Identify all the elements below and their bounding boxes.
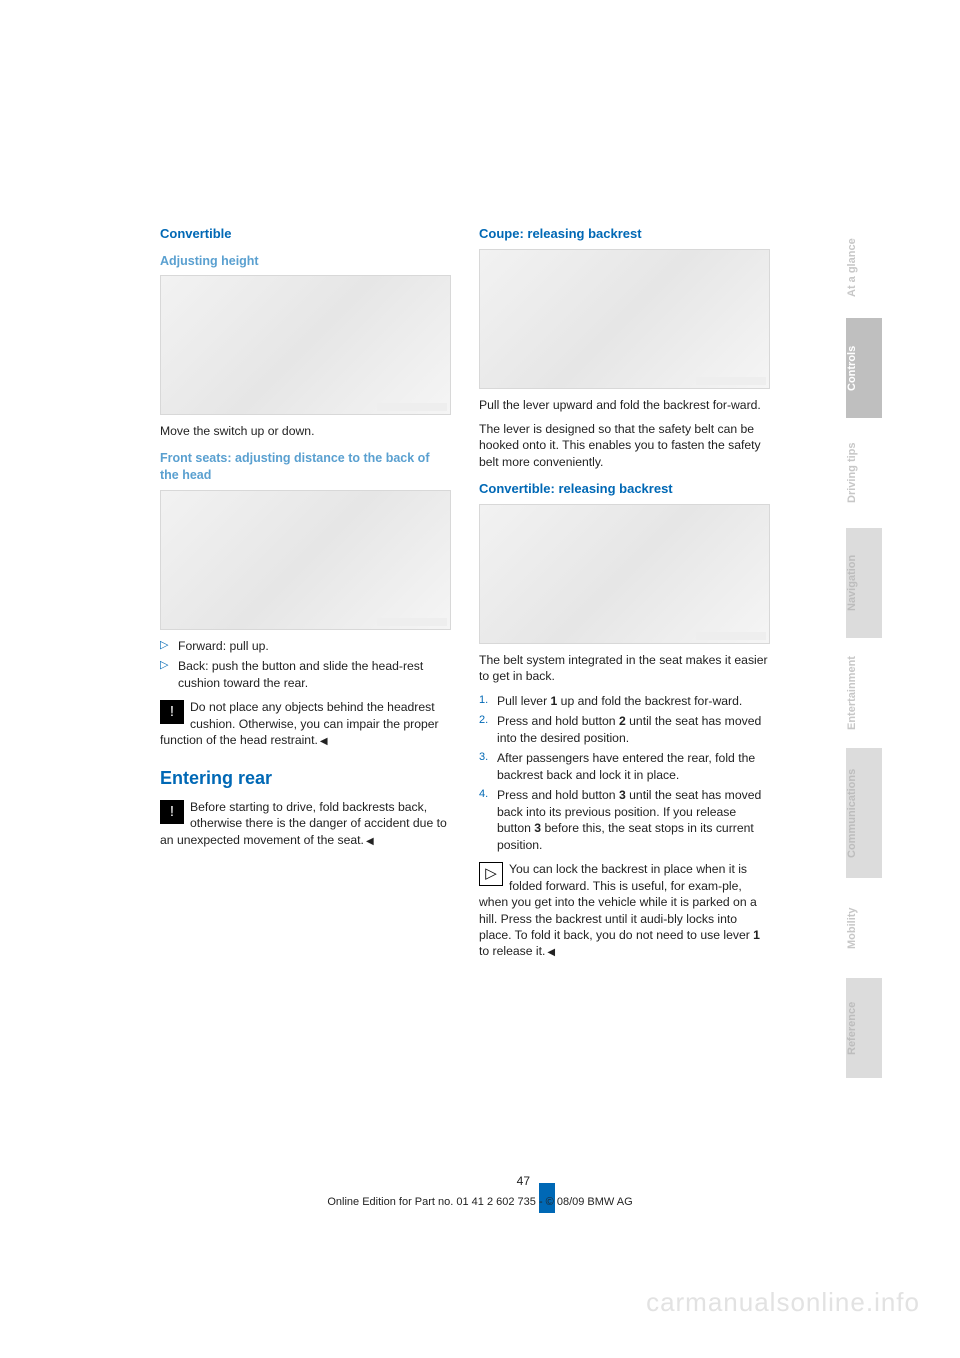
tab-mobility[interactable]: Mobility [846, 878, 882, 978]
warning-box: ! Before starting to drive, fold backres… [160, 799, 451, 848]
t: Pull lever [497, 694, 551, 708]
text-belt-system: The belt system integrated in the seat m… [479, 652, 770, 685]
warning-icon: ! [160, 800, 184, 824]
text-move-switch: Move the switch up or down. [160, 423, 451, 439]
figure-coupe-backrest [479, 249, 770, 389]
list-number: 4. [479, 787, 497, 853]
list-number: 1. [479, 693, 497, 709]
tab-controls[interactable]: Controls [846, 318, 882, 418]
list-item-label: Pull lever 1 up and fold the backrest fo… [497, 693, 770, 709]
side-tabs: At a glance Controls Driving tips Naviga… [846, 218, 882, 1078]
list-item-label: After passengers have entered the rear, … [497, 750, 770, 783]
list-item-label: Press and hold button 2 until the seat h… [497, 713, 770, 746]
right-column: Coupe: releasing backrest Pull the lever… [479, 225, 770, 968]
t: Press and hold button [497, 788, 619, 802]
list-item-label: Back: push the button and slide the head… [178, 658, 451, 691]
tab-communications[interactable]: Communications [846, 748, 882, 878]
left-column: Convertible Adjusting height Move the sw… [160, 225, 451, 968]
text-pull-lever: Pull the lever upward and fold the backr… [479, 397, 770, 413]
tab-driving-tips[interactable]: Driving tips [846, 418, 882, 528]
figure-seat-switch [160, 275, 451, 415]
tab-reference[interactable]: Reference [846, 978, 882, 1078]
content-columns: Convertible Adjusting height Move the sw… [160, 225, 770, 968]
bold-number: 3 [619, 788, 626, 802]
list-number: 2. [479, 713, 497, 746]
figure-convertible-backrest [479, 504, 770, 644]
tab-entertainment[interactable]: Entertainment [846, 638, 882, 748]
tab-navigation[interactable]: Navigation [846, 528, 882, 638]
heading-convertible-releasing: Convertible: releasing backrest [479, 480, 770, 498]
list-item: Back: push the button and slide the head… [160, 658, 451, 691]
bold-number: 1 [753, 928, 760, 942]
warning-icon: ! [160, 700, 184, 724]
t: to release it. [479, 944, 555, 958]
heading-adjusting-height: Adjusting height [160, 253, 451, 270]
triangle-icon [160, 638, 178, 654]
heading-entering-rear: Entering rear [160, 766, 451, 790]
triangle-icon [160, 658, 178, 691]
figure-headrest [160, 490, 451, 630]
list-item: 3. After passengers have entered the rea… [479, 750, 770, 783]
list-item-label: Forward: pull up. [178, 638, 451, 654]
list-item: 1. Pull lever 1 up and fold the backrest… [479, 693, 770, 709]
tab-at-a-glance[interactable]: At a glance [846, 218, 882, 318]
warning-box: ! Do not place any objects behind the he… [160, 699, 451, 748]
bullet-list: Forward: pull up. Back: push the button … [160, 638, 451, 691]
t: You can lock the backrest in place when … [479, 862, 757, 942]
list-item: Forward: pull up. [160, 638, 451, 654]
warning-text: Do not place any objects behind the head… [160, 700, 439, 747]
ordered-list: 1. Pull lever 1 up and fold the backrest… [479, 693, 770, 853]
list-item-label: Press and hold button 3 until the seat h… [497, 787, 770, 853]
bold-number: 2 [619, 714, 626, 728]
warning-text: Before starting to drive, fold backrests… [160, 800, 447, 847]
list-number: 3. [479, 750, 497, 783]
t: Press and hold button [497, 714, 619, 728]
footer-line: Online Edition for Part no. 01 41 2 602 … [0, 1196, 960, 1208]
heading-convertible: Convertible [160, 225, 451, 243]
heading-front-seats-distance: Front seats: adjusting distance to the b… [160, 450, 451, 484]
heading-coupe-releasing: Coupe: releasing backrest [479, 225, 770, 243]
page-number: 47 [517, 1174, 530, 1188]
watermark: carmanualsonline.info [646, 1287, 920, 1318]
tip-text: You can lock the backrest in place when … [479, 862, 760, 958]
tip-box: ▷ You can lock the backrest in place whe… [479, 861, 770, 960]
text-lever-design: The lever is designed so that the safety… [479, 421, 770, 470]
t: up and fold the backrest for-ward. [557, 694, 742, 708]
list-item: 2. Press and hold button 2 until the sea… [479, 713, 770, 746]
page: Convertible Adjusting height Move the sw… [0, 0, 960, 1358]
list-item: 4. Press and hold button 3 until the sea… [479, 787, 770, 853]
tip-icon: ▷ [479, 862, 503, 886]
